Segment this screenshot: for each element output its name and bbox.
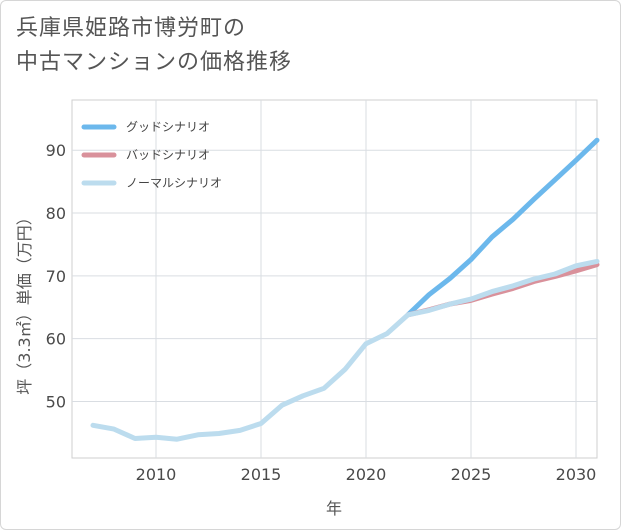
legend-label-good: グッドシナリオ bbox=[126, 120, 210, 134]
y-axis-title: 坪（3.3㎡）単価（万円） bbox=[15, 209, 34, 394]
chart-title-line-1: 兵庫県姫路市博労町の bbox=[16, 16, 247, 41]
y-gridlines bbox=[72, 149, 597, 402]
y-tick-90: 90 bbox=[46, 141, 66, 160]
y-tick-50: 50 bbox=[46, 392, 66, 411]
y-tick-70: 70 bbox=[46, 267, 66, 286]
x-tick-2025: 2025 bbox=[451, 465, 492, 484]
y-tick-60: 60 bbox=[46, 330, 66, 349]
legend-label-bad: バッドシナリオ bbox=[126, 148, 210, 162]
x-tick-2015: 2015 bbox=[241, 465, 282, 484]
x-tick-2020: 2020 bbox=[346, 465, 387, 484]
y-tick-labels: 50 60 70 80 90 bbox=[46, 141, 66, 411]
y-tick-80: 80 bbox=[46, 204, 66, 223]
series-layer bbox=[90, 137, 600, 442]
legend: グッドシナリオ バッドシナリオ ノーマルシナリオ bbox=[81, 120, 222, 190]
chart-title: 兵庫県姫路市博労町の 中古マンションの価格推移 bbox=[16, 12, 292, 80]
series-line-normal bbox=[90, 258, 600, 442]
legend-label-normal: ノーマルシナリオ bbox=[126, 176, 222, 190]
series-line-good bbox=[405, 137, 600, 318]
chart-title-line-2: 中古マンションの価格推移 bbox=[16, 50, 293, 75]
x-axis-title: 年 bbox=[326, 499, 342, 518]
x-tick-labels: 2010 2015 2020 2025 2030 bbox=[136, 465, 597, 484]
x-tick-2030: 2030 bbox=[556, 465, 597, 484]
plot-area bbox=[71, 99, 598, 459]
x-tick-2010: 2010 bbox=[136, 465, 177, 484]
